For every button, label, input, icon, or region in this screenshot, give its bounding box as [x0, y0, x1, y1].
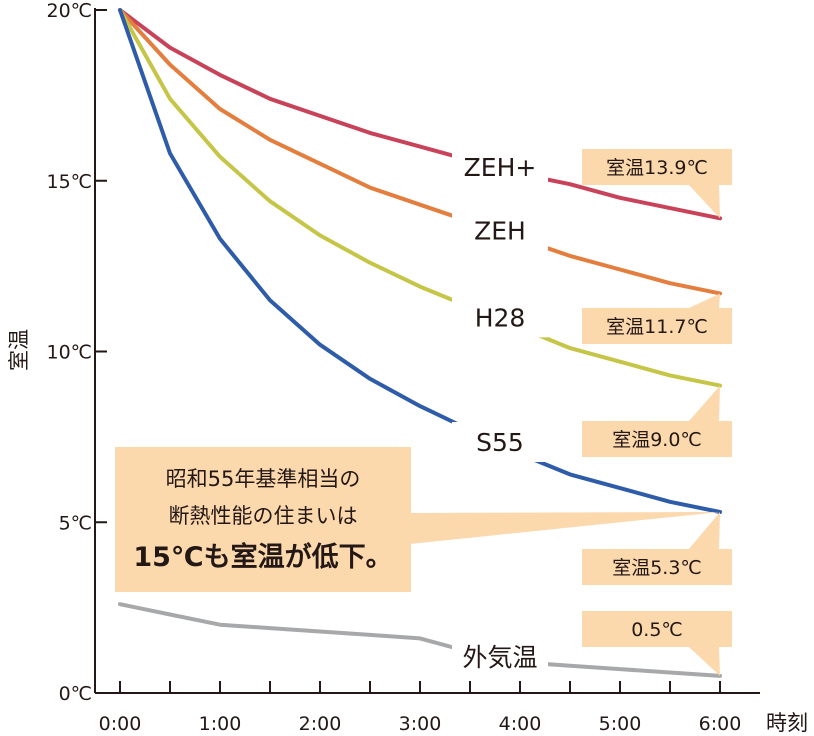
- data-point: [269, 98, 271, 100]
- data-point: [419, 637, 421, 639]
- callout-pointer: [689, 185, 720, 219]
- series-name-label: 外気温: [462, 643, 537, 672]
- annotation-box: [115, 447, 411, 592]
- y-tick-label: 15℃: [46, 171, 92, 193]
- y-tick-label: 20℃: [46, 0, 92, 22]
- x-tick-label: 0:00: [99, 713, 142, 735]
- data-point: [319, 631, 321, 633]
- data-point: [269, 200, 271, 202]
- annotation-line-1: 昭和55年基準相当の: [166, 467, 361, 491]
- data-point: [669, 282, 671, 284]
- end-value-label: 室温11.7℃: [606, 316, 708, 338]
- data-point: [119, 9, 121, 11]
- data-point: [319, 115, 321, 117]
- end-value-callout: [582, 421, 732, 457]
- data-point: [319, 344, 321, 346]
- series-name-label: ZEH+: [464, 153, 537, 182]
- callout-pointer: [689, 385, 720, 421]
- end-value-callout: [582, 611, 732, 647]
- series-label-bg: [452, 637, 548, 678]
- data-point: [619, 487, 621, 489]
- data-point: [369, 378, 371, 380]
- data-point: [419, 286, 421, 288]
- data-point: [319, 234, 321, 236]
- x-tick-label: 2:00: [299, 713, 342, 735]
- annotation-line-3: 15℃も室温が低下。: [133, 541, 392, 573]
- end-value-label: 室温13.9℃: [606, 157, 708, 179]
- end-value-label: 0.5℃: [631, 619, 683, 641]
- data-point: [369, 132, 371, 134]
- data-point: [669, 374, 671, 376]
- data-point: [569, 347, 571, 349]
- x-tick-label: 1:00: [199, 713, 242, 735]
- data-point: [669, 672, 671, 674]
- data-point: [569, 183, 571, 185]
- data-point: [419, 204, 421, 206]
- x-tick-label: 6:00: [699, 713, 742, 735]
- data-point: [269, 627, 271, 629]
- data-point: [219, 624, 221, 626]
- x-tick-label: 4:00: [499, 713, 542, 735]
- series-label-bg: [452, 421, 548, 462]
- callout-pointer: [689, 647, 720, 676]
- y-tick-label: 5℃: [59, 512, 92, 534]
- data-point: [369, 187, 371, 189]
- data-point: [119, 603, 121, 605]
- series-name-label: S55: [476, 428, 524, 457]
- series-label-bg: [452, 297, 548, 338]
- data-point: [219, 74, 221, 76]
- series-name-label: H28: [475, 303, 526, 332]
- data-point: [169, 152, 171, 154]
- data-point: [269, 139, 271, 141]
- annotation-line-2: 断熱性能の住まいは: [169, 504, 358, 528]
- data-point: [219, 108, 221, 110]
- end-value-callout: [582, 308, 732, 344]
- data-point: [569, 473, 571, 475]
- data-point: [219, 238, 221, 240]
- data-point: [169, 64, 171, 66]
- end-value-label: 室温5.3℃: [612, 557, 702, 579]
- series-name-label: ZEH: [474, 216, 526, 245]
- end-value-label: 室温9.0℃: [612, 429, 702, 451]
- data-point: [619, 668, 621, 670]
- x-tick-label: 5:00: [599, 713, 642, 735]
- callout-pointer: [689, 512, 720, 549]
- data-point: [669, 501, 671, 503]
- series-label-bg: [452, 210, 548, 251]
- data-point: [619, 269, 621, 271]
- data-point: [619, 197, 621, 199]
- data-point: [569, 665, 571, 667]
- x-axis-title: 時刻: [766, 711, 808, 735]
- data-point: [419, 405, 421, 407]
- y-axis-title: 室温: [7, 329, 31, 371]
- data-point: [369, 262, 371, 264]
- data-point: [669, 207, 671, 209]
- x-tick-label: 3:00: [399, 713, 442, 735]
- data-point: [169, 47, 171, 49]
- data-point: [569, 255, 571, 257]
- y-tick-label: 10℃: [46, 342, 92, 364]
- y-tick-label: 0℃: [59, 683, 92, 705]
- data-point: [169, 613, 171, 615]
- annotation-pointer: [400, 512, 720, 545]
- series-label-bg: [452, 147, 548, 188]
- data-point: [369, 634, 371, 636]
- data-point: [319, 163, 321, 165]
- data-point: [219, 156, 221, 158]
- data-point: [419, 146, 421, 148]
- callout-pointer: [689, 293, 720, 308]
- data-point: [619, 361, 621, 363]
- end-value-callout: [582, 549, 732, 585]
- data-point: [169, 98, 171, 100]
- end-value-callout: [582, 149, 732, 185]
- series-line: [118, 8, 722, 221]
- data-point: [269, 299, 271, 301]
